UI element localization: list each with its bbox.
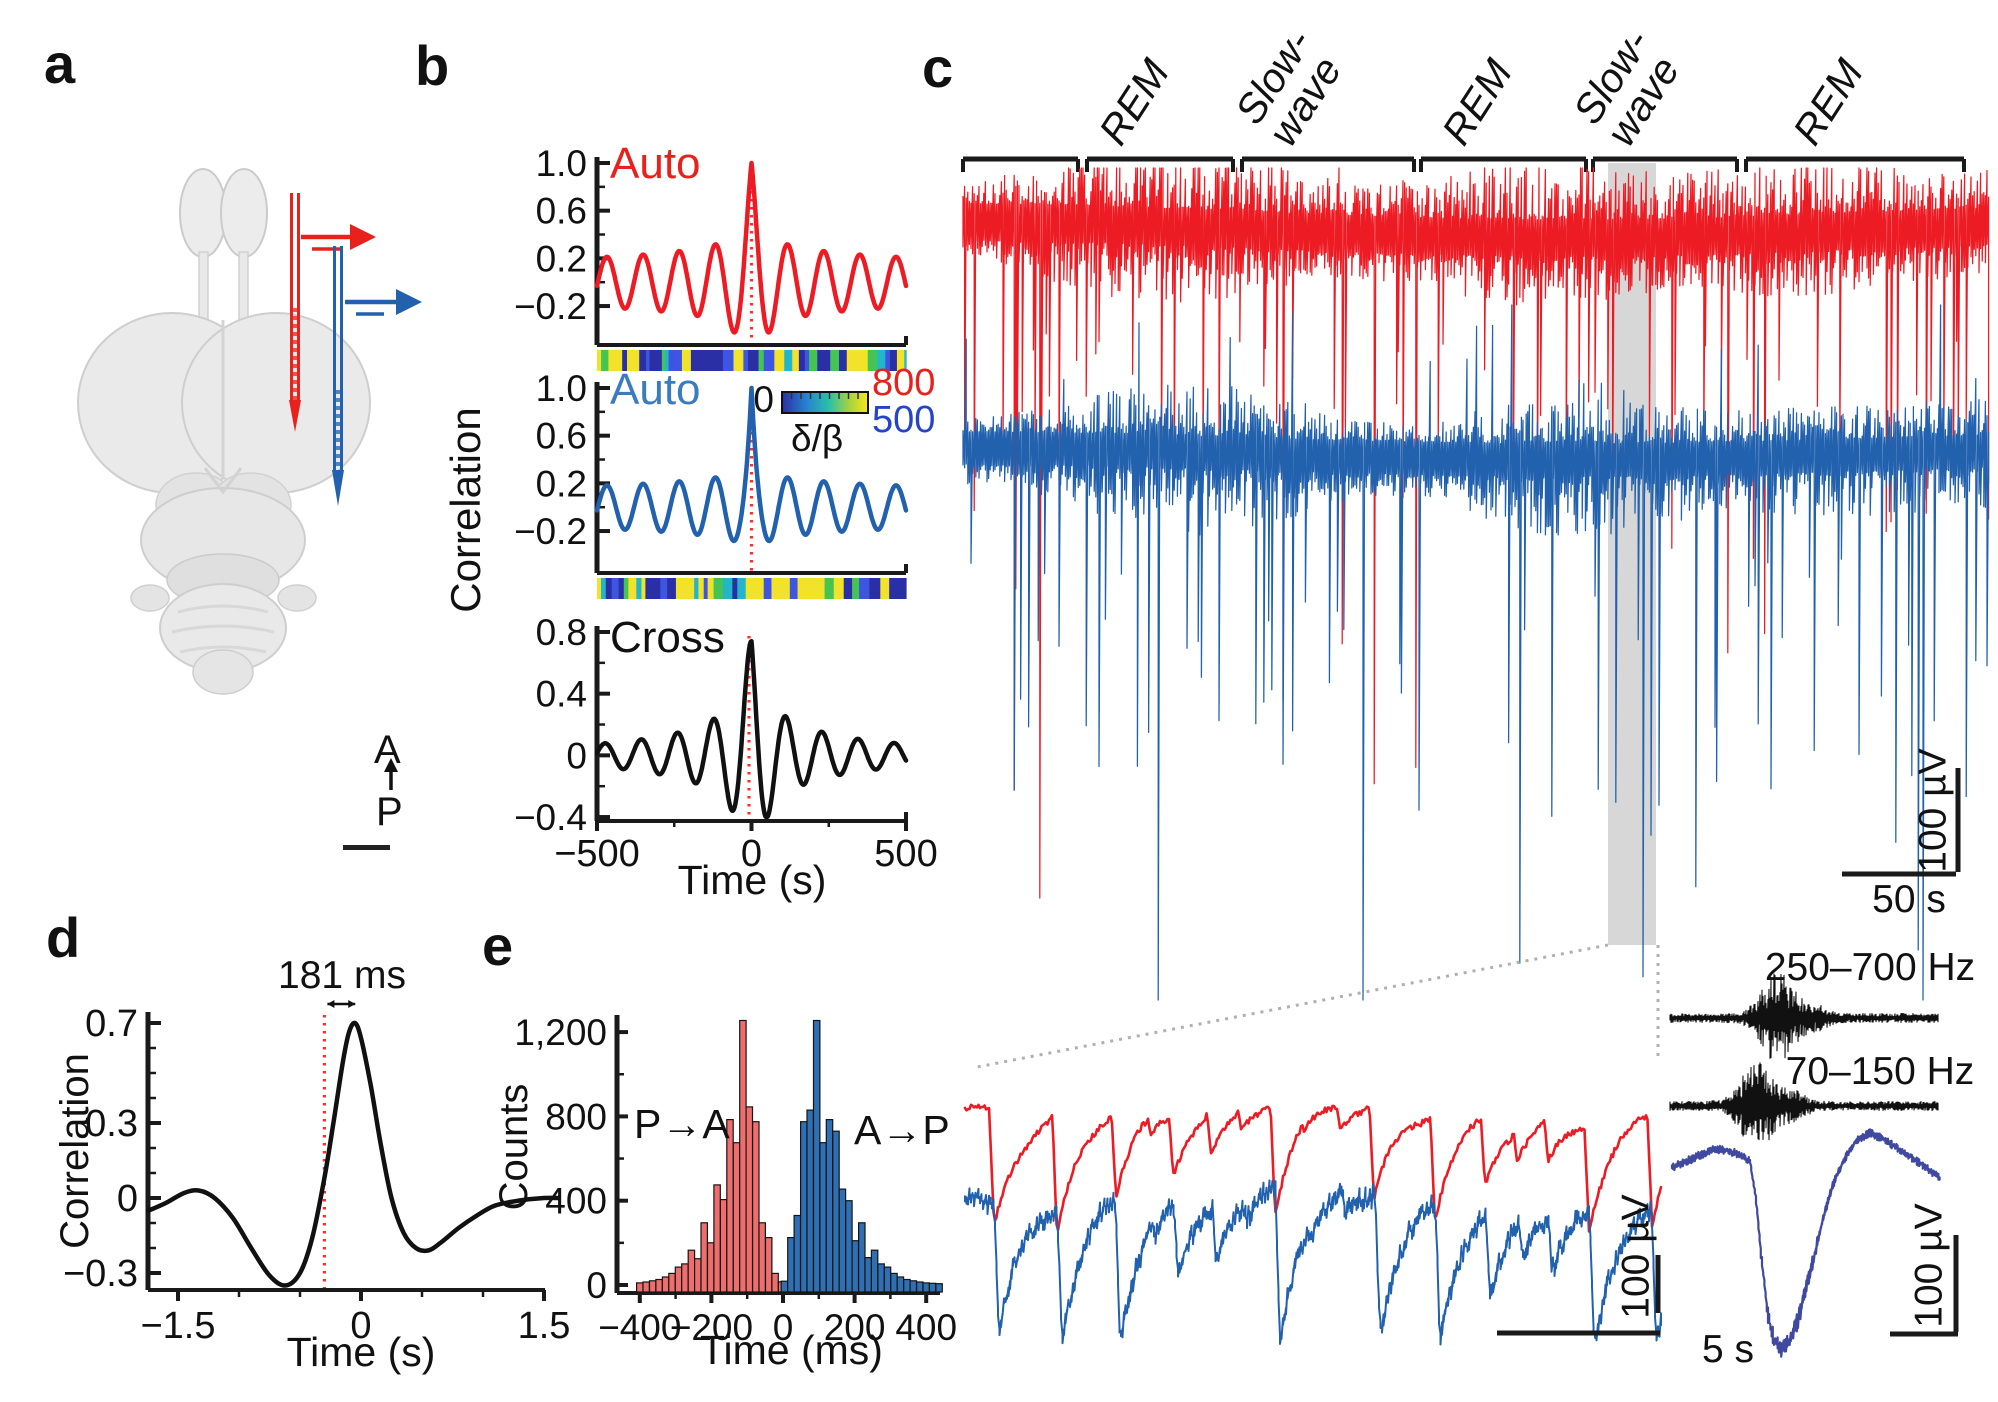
scalebars-zoom — [1497, 1255, 1661, 1336]
panel-d-ylabel: Correlation — [53, 1053, 97, 1249]
panel-b-ylabel: Correlation — [442, 407, 489, 613]
anterior-to-posterior-label: A→P — [854, 1107, 950, 1153]
panel-e-xlabel: Time (ms) — [700, 1327, 883, 1373]
svg-text:−500: −500 — [554, 833, 640, 875]
posterior-lfp-trace — [962, 304, 1990, 1001]
svg-text:−200: −200 — [670, 1307, 753, 1348]
svg-text:0.6: 0.6 — [536, 416, 587, 457]
filter1-label: 250–700 Hz — [1764, 946, 1976, 989]
svg-text:0: 0 — [741, 833, 762, 875]
zoom-time-scale-label: 5 s — [1702, 1328, 1755, 1371]
delta-beta-strip-blue — [597, 578, 907, 599]
panel-d-letter: d — [46, 906, 82, 969]
colorbar — [781, 391, 869, 414]
scalebar-50s — [1842, 768, 1961, 877]
anterior-lfp-trace — [962, 167, 1990, 899]
auto-blue-title: Auto — [610, 365, 701, 414]
svg-text:−0.2: −0.2 — [514, 286, 587, 327]
posterior-electrode — [332, 246, 344, 506]
autocorr-red-plot: 1.0 0.6 0.2 −0.2 — [514, 143, 909, 347]
svg-text:0.6: 0.6 — [536, 191, 587, 232]
purple-trace — [1670, 1128, 1941, 1358]
anterior-electrode — [289, 193, 301, 432]
svg-text:−0.4: −0.4 — [514, 797, 587, 838]
svg-text:−1.5: −1.5 — [140, 1305, 215, 1347]
svg-text:1.0: 1.0 — [536, 368, 587, 409]
svg-text:500: 500 — [874, 833, 937, 875]
panel-a-letter: a — [44, 32, 77, 95]
svg-text:400: 400 — [545, 1181, 607, 1222]
filtered-trace-70-150 — [1669, 1062, 1939, 1141]
svg-text:200: 200 — [824, 1307, 886, 1348]
svg-text:0.4: 0.4 — [536, 674, 587, 715]
colorbar-min-label: 0 — [753, 379, 774, 420]
crosscorr-plot: 0.8 0.4 0 −0.4−500 0 500 — [514, 612, 938, 875]
colorbar-max-blue-label: 500 — [872, 399, 936, 441]
autocorr-blue-plot: 1.0 0.6 0.2 −0.2 — [514, 368, 909, 575]
hist-bars-anterior-to-posterior — [780, 1019, 943, 1293]
svg-text:1.0: 1.0 — [536, 143, 587, 184]
scalebar-event — [1890, 1235, 1959, 1337]
posterior-to-anterior-label: P→A — [634, 1101, 730, 1147]
svg-text:0: 0 — [773, 1307, 794, 1348]
brain-scale-bar — [343, 845, 390, 850]
hist-bars-posterior-to-anterior — [635, 1019, 786, 1293]
colorbar-ratio-label: δ/β — [791, 418, 844, 459]
svg-text:−400: −400 — [598, 1307, 681, 1348]
panel-e-letter: e — [482, 914, 515, 977]
svg-text:−0.3: −0.3 — [63, 1253, 138, 1295]
zoom-voltage-scale-label: 100 µV — [1614, 1194, 1658, 1319]
compass-anterior-label: A — [374, 728, 401, 772]
svg-text:−0.2: −0.2 — [514, 511, 587, 552]
panel-e-ylabel: Counts — [492, 1083, 536, 1211]
peak-lag-annotation: 181 ms — [278, 954, 406, 997]
filter2-label: 70–150 Hz — [1785, 1050, 1975, 1093]
cross-title: Cross — [610, 613, 725, 662]
overview-voltage-scale-label: 100 µV — [1911, 748, 1955, 873]
filtered-trace-250-700 — [1669, 973, 1939, 1059]
svg-text:0.7: 0.7 — [85, 1003, 138, 1045]
auto-red-title: Auto — [610, 139, 701, 188]
sleep-brackets — [961, 156, 1966, 172]
zoom-anterior-trace — [963, 1103, 1663, 1233]
panel-c-letter: c — [922, 36, 955, 99]
compass-arrow-icon — [384, 758, 398, 790]
leader-lines — [971, 943, 1660, 1070]
brain-illustration — [77, 168, 371, 695]
svg-text:800: 800 — [545, 1096, 607, 1137]
svg-text:0: 0 — [566, 735, 587, 776]
compass-posterior-label: P — [376, 790, 403, 834]
panel-b-letter: b — [415, 34, 451, 97]
svg-text:0: 0 — [586, 1265, 607, 1306]
svg-text:400: 400 — [895, 1307, 957, 1348]
svg-text:1,200: 1,200 — [514, 1012, 607, 1053]
svg-text:0.2: 0.2 — [536, 238, 587, 279]
colorbar-max-red-label: 800 — [872, 362, 936, 404]
svg-text:0.2: 0.2 — [536, 463, 587, 504]
xcorr-fast-plot: 0.7 0.3 0 −0.3−1.5 0 1.5 — [63, 1000, 570, 1347]
svg-text:0: 0 — [350, 1305, 371, 1347]
panel-b-xlabel: Time (s) — [677, 857, 827, 903]
svg-text:0.8: 0.8 — [536, 612, 587, 653]
event-voltage-scale-label: 100 µV — [1907, 1203, 1951, 1328]
delta-beta-strip-red — [597, 350, 907, 371]
overview-time-scale-label: 50 s — [1872, 878, 1946, 921]
panel-d-xlabel: Time (s) — [286, 1329, 436, 1375]
svg-text:0.3: 0.3 — [85, 1103, 138, 1145]
svg-text:1.5: 1.5 — [518, 1305, 571, 1347]
posterior-arrow-icon — [345, 289, 422, 316]
svg-text:0: 0 — [117, 1178, 138, 1220]
anterior-arrow-icon — [301, 224, 376, 251]
zoom-posterior-trace — [964, 1179, 1662, 1346]
